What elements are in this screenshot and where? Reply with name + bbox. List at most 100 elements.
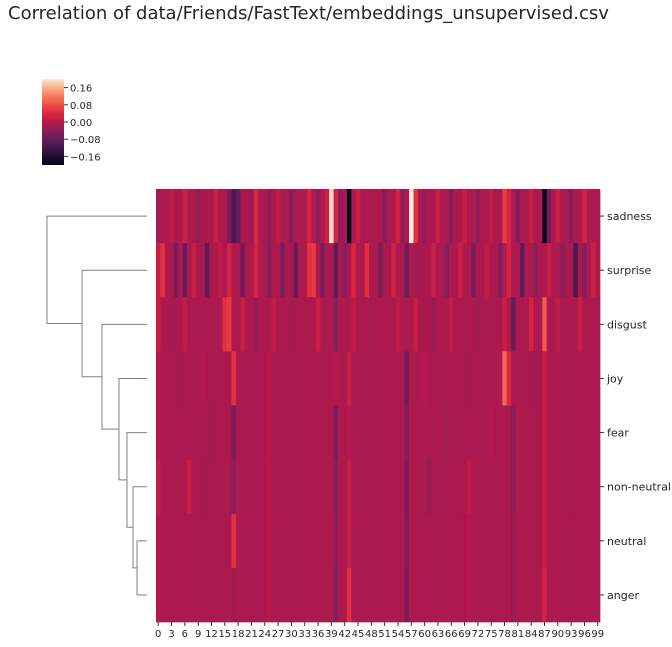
heatmap-cell <box>489 459 494 515</box>
heatmap-cell <box>178 243 183 298</box>
heatmap-cell <box>400 513 405 569</box>
heatmap-cell <box>306 459 312 515</box>
heatmap-cell <box>262 351 268 406</box>
heatmap-cell <box>160 459 166 515</box>
heatmap-cell <box>493 567 499 623</box>
heatmap-cell <box>528 351 534 406</box>
heatmap-cell <box>520 459 525 515</box>
heatmap-cell <box>267 243 272 298</box>
heatmap-cell <box>240 351 246 406</box>
heatmap-cell <box>271 351 277 406</box>
heatmap-cell <box>284 405 290 460</box>
heatmap-cell <box>386 459 392 515</box>
heatmap-cell <box>338 459 343 515</box>
heatmap-cell <box>329 513 334 569</box>
heatmap-cell <box>444 351 450 406</box>
heatmap-cell <box>342 297 348 352</box>
heatmap-cell <box>182 405 188 460</box>
heatmap-cell <box>204 189 210 244</box>
heatmap-cell <box>298 297 303 352</box>
heatmap-cell <box>386 297 392 352</box>
heatmap-cell <box>209 297 215 352</box>
dendrogram-link <box>118 377 147 481</box>
heatmap-cell <box>329 405 334 460</box>
heatmap-cell <box>502 351 508 406</box>
heatmap-cell <box>227 513 232 569</box>
heatmap-cell <box>475 351 481 406</box>
heatmap-cell <box>338 189 343 244</box>
heatmap-cell <box>413 189 419 244</box>
heatmap-cell <box>191 351 197 406</box>
heatmap-cell <box>209 513 215 569</box>
heatmap-cell <box>395 243 401 298</box>
heatmap-cell <box>378 459 383 515</box>
heatmap-cell <box>329 567 334 623</box>
row-label: sadness <box>607 210 652 223</box>
heatmap-cell <box>493 189 499 244</box>
heatmap-cell <box>560 297 565 352</box>
heatmap-cell <box>240 297 246 352</box>
heatmap-cell <box>315 351 321 406</box>
heatmap-cell <box>413 297 419 352</box>
heatmap-cell <box>453 297 459 352</box>
x-tick-label: 12 <box>205 629 218 640</box>
heatmap-cell <box>386 243 392 298</box>
heatmap-cell <box>235 513 241 569</box>
heatmap-cell <box>169 243 175 298</box>
heatmap-cell <box>537 567 543 623</box>
heatmap-cell <box>471 297 477 352</box>
heatmap-cell <box>258 243 263 298</box>
heatmap-cell <box>160 243 166 298</box>
heatmap-cell <box>178 189 183 244</box>
heatmap-cell <box>364 567 370 623</box>
heatmap-cell <box>267 405 272 460</box>
heatmap-cell <box>378 405 383 460</box>
heatmap-cell <box>497 189 503 244</box>
heatmap-cell <box>218 513 223 569</box>
heatmap-cell <box>289 243 294 298</box>
heatmap-cell <box>391 297 397 352</box>
heatmap-cell <box>395 189 401 244</box>
heatmap-cell <box>204 243 210 298</box>
heatmap-cell <box>568 567 574 623</box>
heatmap-cell <box>542 351 548 406</box>
heatmap-cell <box>515 243 521 298</box>
heatmap-cell <box>555 459 561 515</box>
heatmap-cell <box>164 243 170 298</box>
heatmap-cell <box>506 513 512 569</box>
heatmap-cell <box>395 405 401 460</box>
heatmap-cell <box>595 351 601 406</box>
heatmap-cell <box>195 513 201 569</box>
heatmap-cell <box>586 189 592 244</box>
heatmap-cell <box>449 513 454 569</box>
x-tick-label: 9 <box>195 629 201 640</box>
heatmap-cell <box>511 243 516 298</box>
x-tick-label: 3 <box>168 629 174 640</box>
heatmap-cell <box>369 459 374 515</box>
heatmap-cell <box>453 459 459 515</box>
x-tick-label: 78 <box>498 629 511 640</box>
heatmap-cell <box>520 513 525 569</box>
colorbar-gradient <box>42 79 64 165</box>
heatmap-cell <box>373 513 379 569</box>
heatmap-cell <box>471 459 477 515</box>
heatmap-cell <box>457 459 463 515</box>
heatmap-cell <box>262 405 268 460</box>
heatmap-cell <box>173 567 179 623</box>
heatmap-cell <box>231 297 237 352</box>
heatmap-cell <box>360 405 366 460</box>
heatmap-cell <box>369 297 374 352</box>
heatmap-cell <box>511 405 516 460</box>
heatmap-cell <box>431 513 437 569</box>
heatmap-cell <box>333 513 339 569</box>
heatmap-cell <box>360 189 366 244</box>
x-tick-label: 81 <box>511 629 524 640</box>
heatmap-cell <box>240 189 246 244</box>
heatmap-cell <box>537 189 543 244</box>
heatmap-cell <box>520 405 525 460</box>
heatmap-cell <box>573 351 579 406</box>
heatmap-cell <box>386 189 392 244</box>
heatmap-cell <box>275 351 281 406</box>
heatmap-cell <box>511 567 516 623</box>
heatmap-cell <box>200 189 206 244</box>
